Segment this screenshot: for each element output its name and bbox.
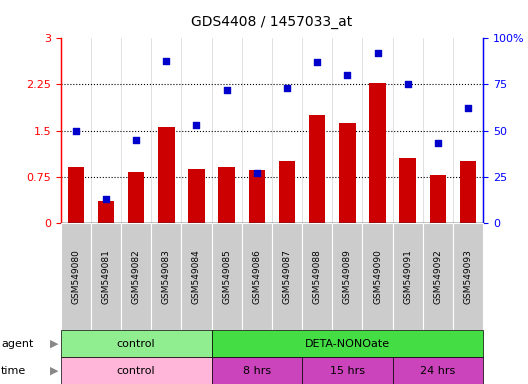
Text: control: control <box>117 339 155 349</box>
Bar <box>279 161 295 223</box>
Point <box>433 141 442 147</box>
Bar <box>68 167 84 223</box>
Text: GSM549086: GSM549086 <box>252 249 261 304</box>
Point <box>373 50 382 56</box>
Bar <box>399 158 416 223</box>
Text: GDS4408 / 1457033_at: GDS4408 / 1457033_at <box>191 15 353 29</box>
Text: GSM549091: GSM549091 <box>403 249 412 304</box>
Point <box>403 81 412 88</box>
Point <box>252 170 261 176</box>
Text: control: control <box>117 366 155 376</box>
Bar <box>430 175 446 223</box>
Bar <box>219 167 235 223</box>
Text: ▶: ▶ <box>50 339 58 349</box>
Text: DETA-NONOate: DETA-NONOate <box>305 339 390 349</box>
Text: GSM549088: GSM549088 <box>313 249 322 304</box>
Bar <box>249 170 265 223</box>
Bar <box>98 201 114 223</box>
Text: 24 hrs: 24 hrs <box>420 366 456 376</box>
Text: GSM549082: GSM549082 <box>131 249 140 304</box>
Point <box>102 196 110 202</box>
Text: time: time <box>1 366 26 376</box>
Text: GSM549080: GSM549080 <box>71 249 80 304</box>
Text: 15 hrs: 15 hrs <box>330 366 365 376</box>
Text: GSM549083: GSM549083 <box>162 249 171 304</box>
Bar <box>188 169 205 223</box>
Text: ▶: ▶ <box>50 366 58 376</box>
Text: agent: agent <box>1 339 33 349</box>
Text: GSM549085: GSM549085 <box>222 249 231 304</box>
Point <box>162 58 171 64</box>
Text: 8 hrs: 8 hrs <box>243 366 271 376</box>
Bar <box>158 127 175 223</box>
Bar <box>339 123 356 223</box>
Point <box>132 137 140 143</box>
Point <box>72 127 80 134</box>
Text: GSM549093: GSM549093 <box>464 249 473 304</box>
Text: GSM549087: GSM549087 <box>282 249 291 304</box>
Point <box>343 72 352 78</box>
Text: GSM549084: GSM549084 <box>192 249 201 304</box>
Bar <box>460 161 476 223</box>
Text: GSM549092: GSM549092 <box>433 249 442 304</box>
Point <box>222 87 231 93</box>
Bar <box>128 172 145 223</box>
Point <box>192 122 201 128</box>
Text: GSM549089: GSM549089 <box>343 249 352 304</box>
Point <box>464 105 472 111</box>
Bar <box>309 115 325 223</box>
Point <box>313 59 322 65</box>
Text: GSM549090: GSM549090 <box>373 249 382 304</box>
Bar <box>369 83 386 223</box>
Point <box>283 85 291 91</box>
Text: GSM549081: GSM549081 <box>101 249 110 304</box>
